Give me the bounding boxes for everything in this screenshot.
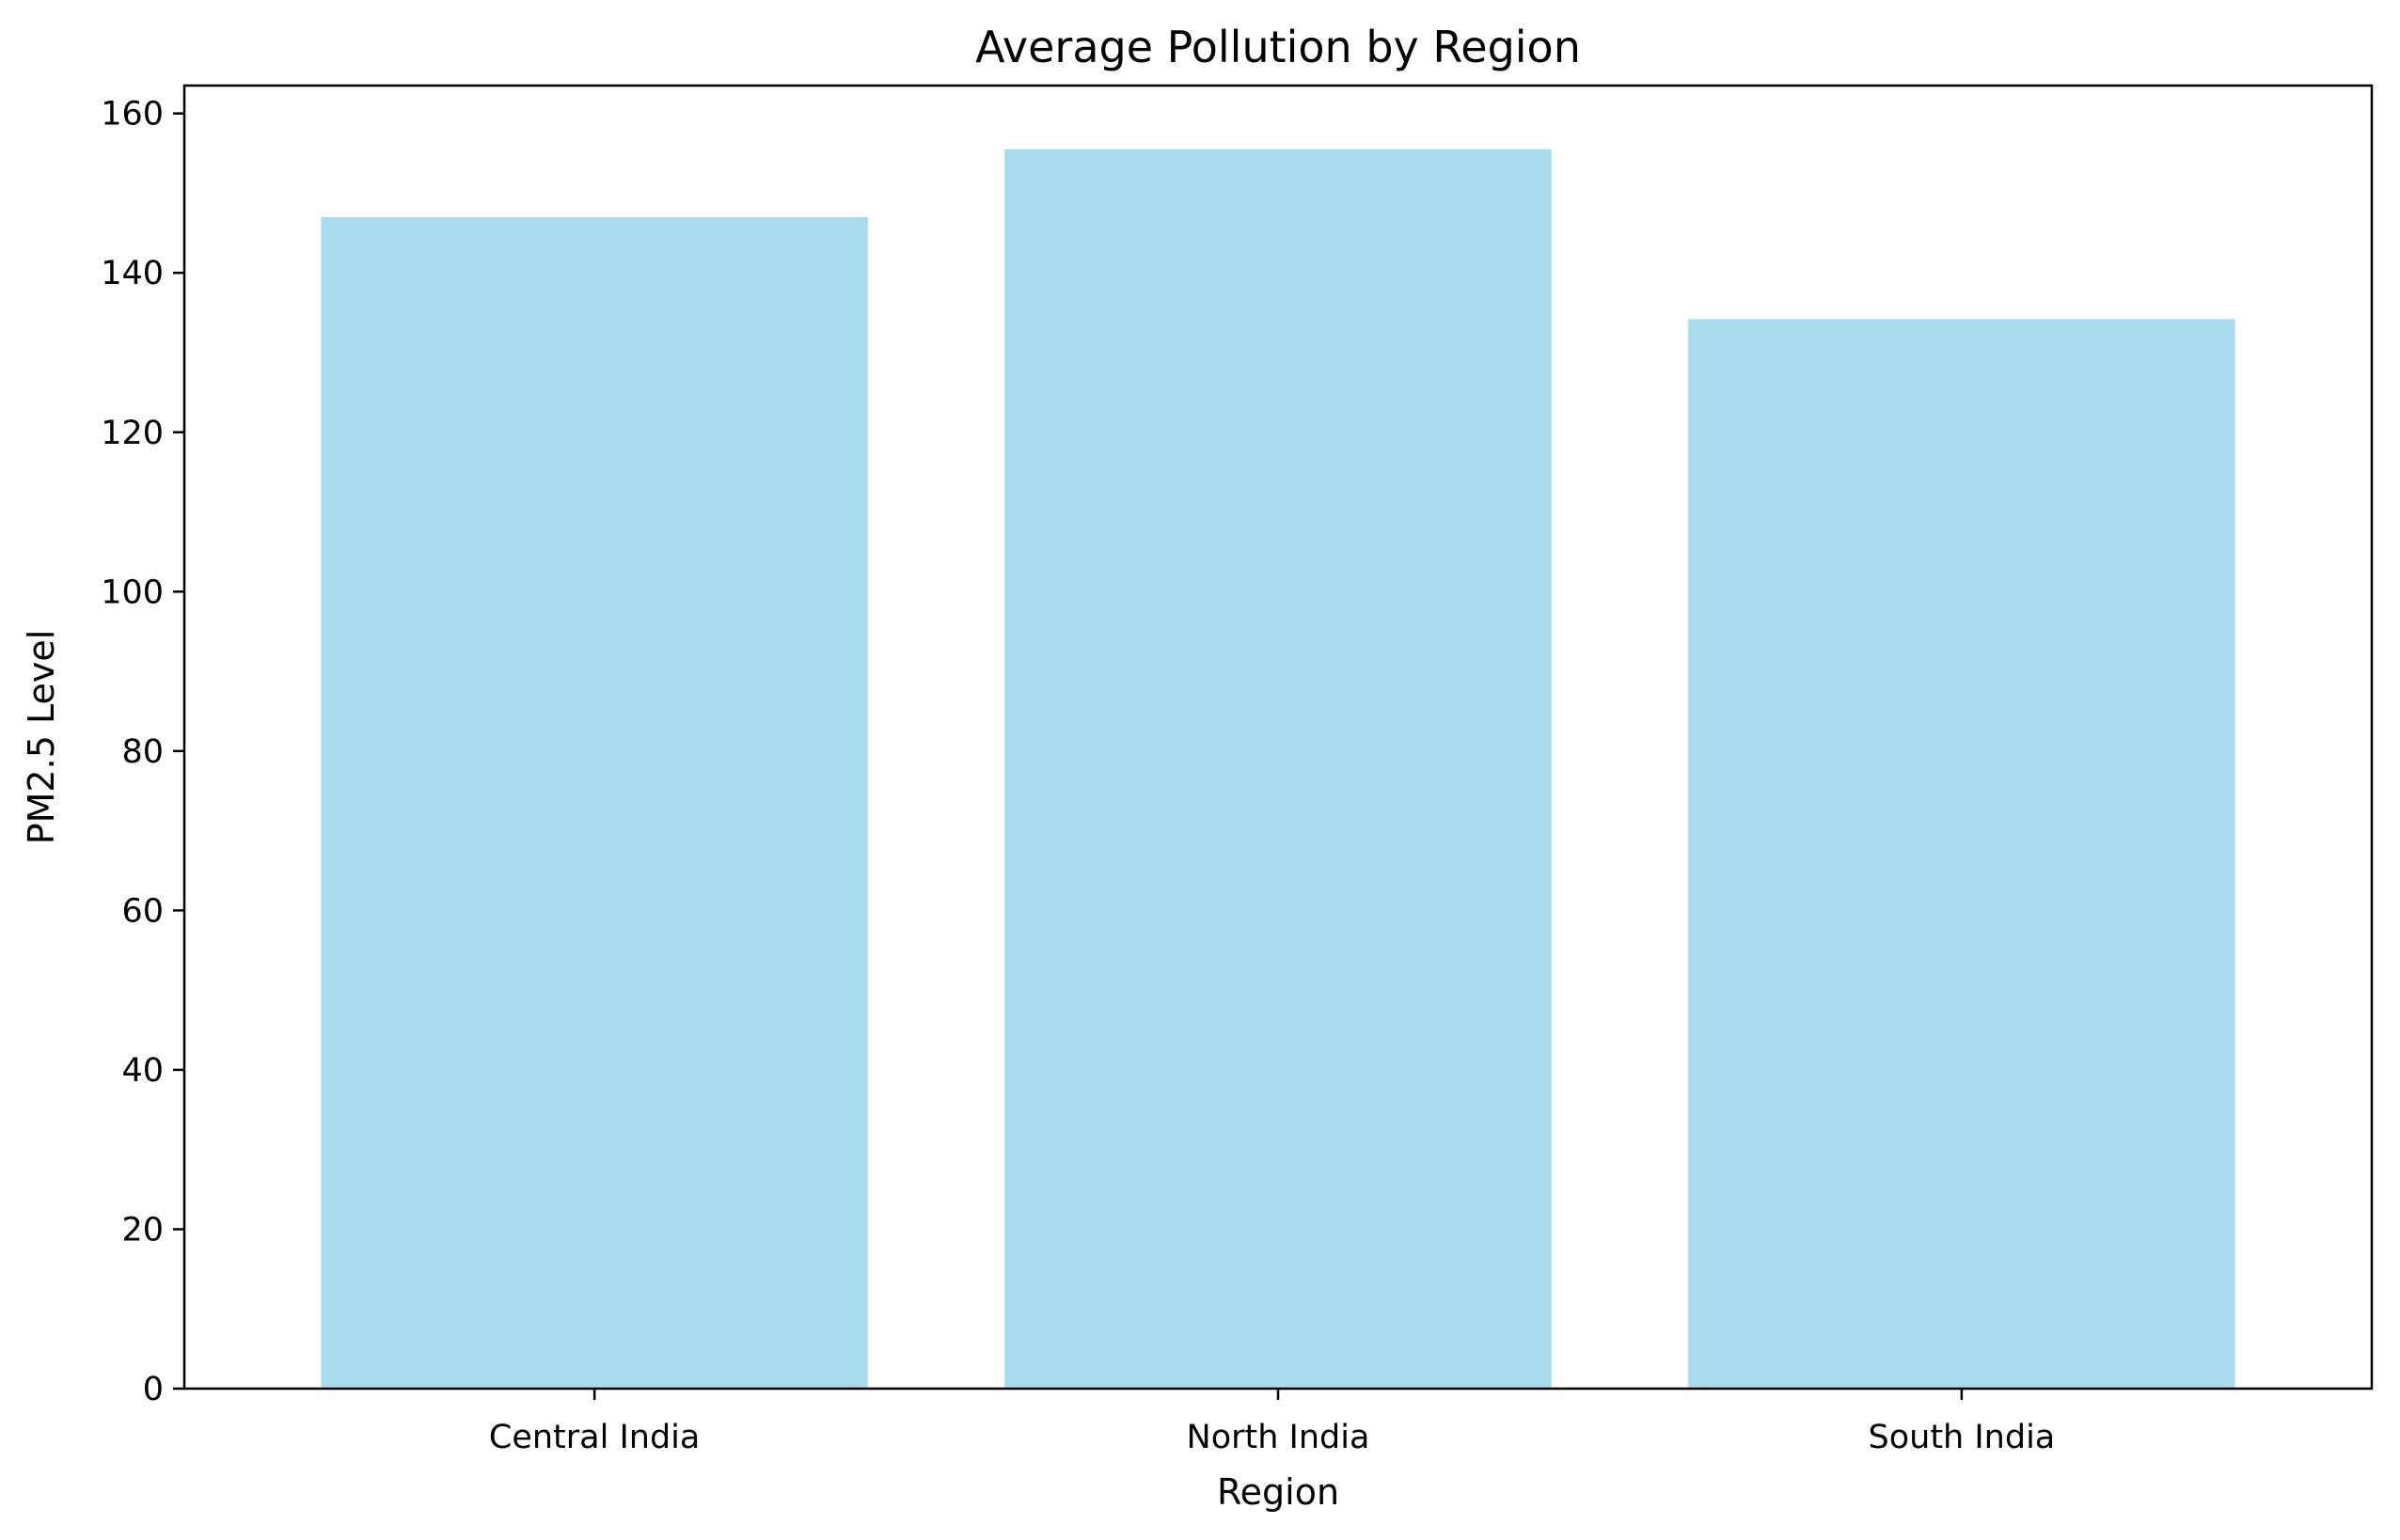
y-tick-label: 80 — [121, 733, 164, 771]
bar-central-india — [321, 216, 868, 1389]
x-axis-label: Region — [1217, 1471, 1339, 1513]
y-tick-label: 20 — [121, 1211, 164, 1249]
y-tick-label: 100 — [101, 574, 164, 611]
bar-north-india — [1004, 149, 1552, 1389]
y-tick-label: 160 — [101, 96, 164, 134]
y-tick-label: 140 — [101, 255, 164, 292]
x-tick-label-south-india: South India — [1869, 1419, 2056, 1456]
bar-south-india — [1688, 319, 2235, 1390]
y-tick-label: 120 — [101, 415, 164, 452]
y-tick-label: 40 — [121, 1052, 164, 1090]
y-tick-label: 60 — [121, 892, 164, 930]
x-axis: Central India North India South India — [489, 1389, 2055, 1456]
plot-frame — [182, 84, 2374, 1391]
y-tick-label: 0 — [143, 1371, 164, 1408]
bars-layer — [321, 149, 2235, 1390]
x-tick-label-north-india: North India — [1187, 1419, 1370, 1456]
y-axis: 0 20 40 60 80 100 120 140 160 — [101, 96, 184, 1408]
chart-title: Average Pollution by Region — [975, 22, 1581, 72]
x-tick-label-central-india: Central India — [489, 1419, 700, 1456]
y-axis-label: PM2.5 Level — [21, 630, 62, 845]
